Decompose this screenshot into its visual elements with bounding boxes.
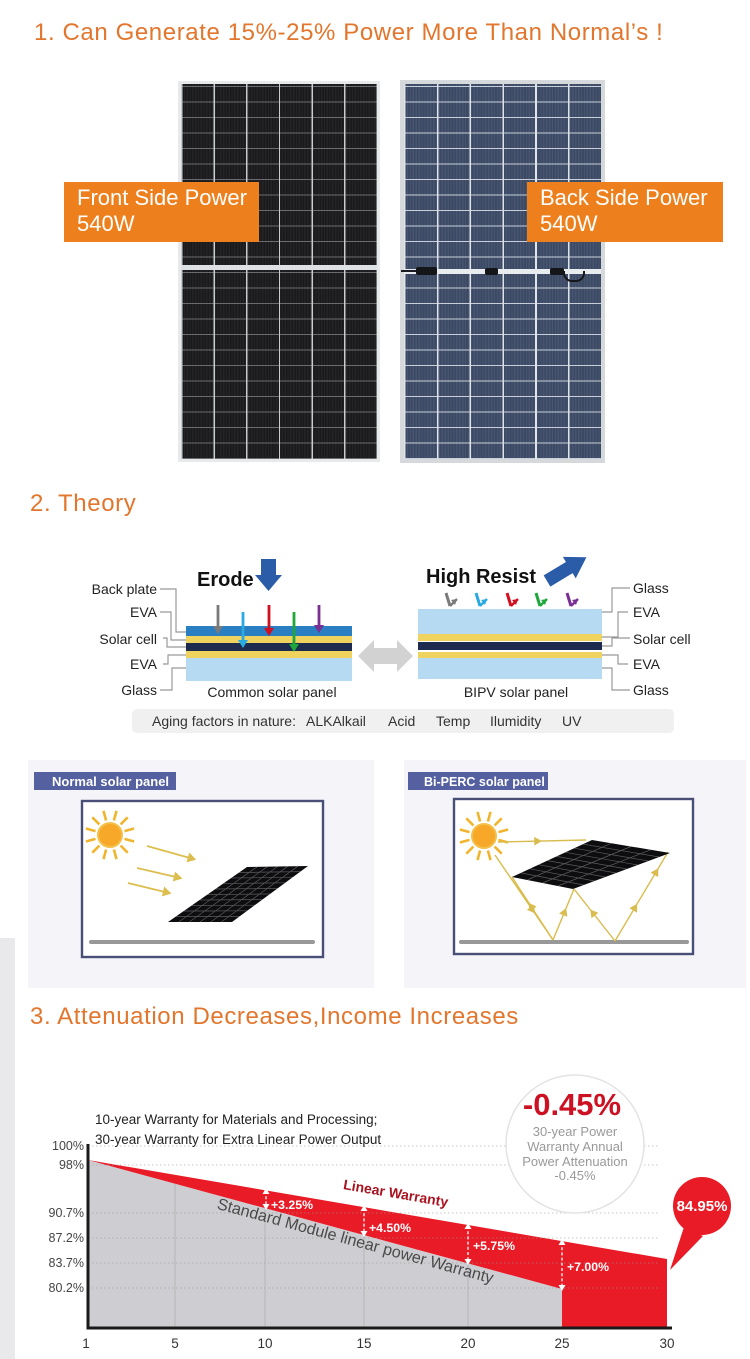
svg-text:EVA: EVA	[130, 656, 158, 672]
svg-text:Normal solar panel: Normal solar panel	[52, 774, 169, 789]
svg-text:100%: 100%	[52, 1139, 84, 1153]
svg-text:5: 5	[171, 1336, 179, 1351]
svg-text:Aging factors in nature:: Aging factors in nature:	[152, 713, 296, 729]
svg-text:Power Attenuation: Power Attenuation	[522, 1154, 628, 1169]
svg-text:ALKAlkail: ALKAlkail	[306, 713, 366, 729]
svg-text:High Resist: High Resist	[426, 566, 536, 588]
svg-text:10: 10	[257, 1336, 272, 1351]
svg-text:Bi-PERC solar panel: Bi-PERC solar panel	[424, 775, 545, 789]
svg-text:Solar cell: Solar cell	[633, 631, 691, 647]
svg-text:30: 30	[659, 1336, 674, 1351]
svg-text:BIPV solar panel: BIPV solar panel	[464, 684, 568, 700]
svg-text:UV: UV	[562, 713, 582, 729]
svg-text:30-year Warranty for Extra Lin: 30-year Warranty for Extra Linear Power …	[95, 1132, 381, 1147]
svg-text:Glass: Glass	[633, 580, 669, 596]
svg-text:Linear Warranty: Linear Warranty	[342, 1176, 449, 1210]
svg-text:+3.25%: +3.25%	[271, 1198, 313, 1212]
svg-text:83.7%: 83.7%	[49, 1256, 84, 1270]
svg-text:98%: 98%	[59, 1158, 84, 1172]
svg-text:+5.75%: +5.75%	[473, 1239, 515, 1253]
svg-text:+7.00%: +7.00%	[567, 1260, 609, 1274]
svg-text:25: 25	[554, 1336, 569, 1351]
svg-text:90.7%: 90.7%	[49, 1206, 84, 1220]
svg-text:15: 15	[356, 1336, 371, 1351]
svg-text:Glass: Glass	[633, 682, 669, 698]
svg-text:+4.50%: +4.50%	[369, 1221, 411, 1235]
svg-text:Common solar panel: Common solar panel	[207, 684, 336, 700]
svg-text:Glass: Glass	[121, 682, 157, 698]
svg-text:Acid: Acid	[388, 713, 415, 729]
svg-text:Warranty Annual: Warranty Annual	[527, 1139, 623, 1154]
svg-text:10-year Warranty for Materials: 10-year Warranty for Materials and Proce…	[95, 1112, 377, 1127]
svg-text:Temp: Temp	[436, 713, 470, 729]
svg-text:84.95%: 84.95%	[677, 1198, 728, 1215]
svg-text:-0.45%: -0.45%	[523, 1087, 621, 1122]
svg-text:Erode: Erode	[197, 569, 254, 591]
svg-text:87.2%: 87.2%	[49, 1231, 84, 1245]
svg-text:80.2%: 80.2%	[49, 1281, 84, 1295]
svg-text:1: 1	[82, 1336, 90, 1351]
svg-text:-0.45%: -0.45%	[554, 1168, 596, 1183]
svg-text:EVA: EVA	[130, 604, 158, 620]
svg-text:Solar cell: Solar cell	[99, 631, 157, 647]
svg-text:30-year Power: 30-year Power	[533, 1124, 618, 1139]
svg-text:Back plate: Back plate	[92, 581, 158, 597]
svg-text:Ilumidity: Ilumidity	[490, 713, 541, 729]
svg-text:EVA: EVA	[633, 656, 661, 672]
svg-text:20: 20	[460, 1336, 475, 1351]
svg-text:EVA: EVA	[633, 604, 661, 620]
